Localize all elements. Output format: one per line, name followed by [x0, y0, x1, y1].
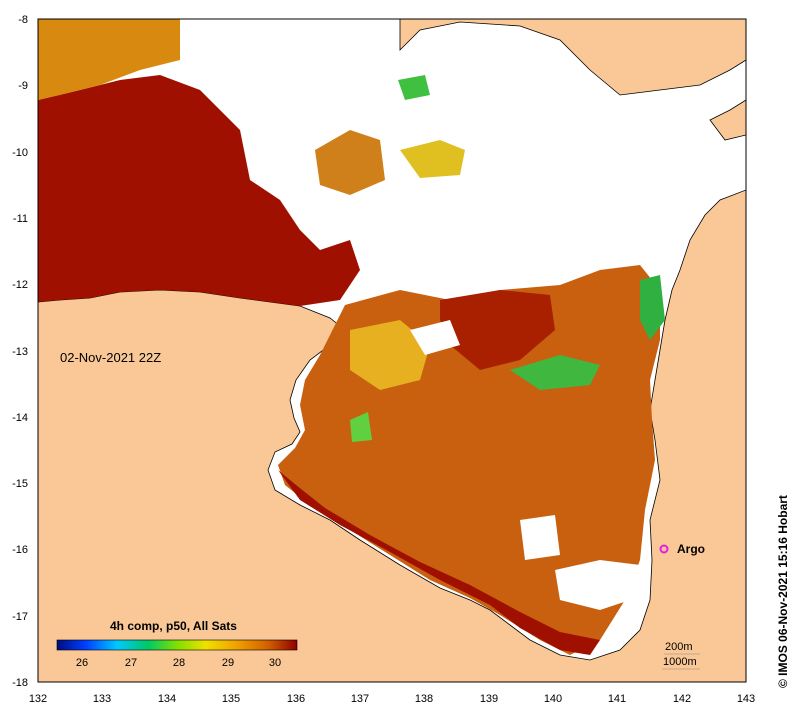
land-new-guinea: [399, 19, 746, 96]
lon-tick: 137: [351, 693, 369, 705]
argo-marker[interactable]: Argo: [659, 542, 706, 556]
sst-gulf-red: [440, 290, 555, 370]
sst-gulf-green: [510, 355, 600, 390]
sst-north-orange: [38, 19, 180, 100]
lon-tick: 139: [480, 693, 498, 705]
sst-gulf-red-coast: [278, 470, 600, 655]
plot-frame: [37, 18, 747, 683]
lat-tick: -16: [12, 544, 28, 556]
contour-legend: 200m 1000m: [662, 641, 700, 670]
colorbar: 4h comp, p50, All Sats 26 27 28 29 30: [56, 619, 298, 669]
lon-tick: 141: [608, 693, 626, 705]
sst-cloud-gap-2: [520, 515, 560, 560]
credit-label: © IMOS 06-Nov-2021 15:16 Hobart: [776, 495, 790, 688]
lat-tick: -18: [12, 677, 28, 689]
lat-tick: -13: [12, 346, 28, 358]
land-islands: [709, 99, 746, 141]
colorbar-tick: 26: [76, 657, 88, 669]
lon-tick: 140: [544, 693, 562, 705]
lon-tick: 143: [737, 693, 755, 705]
timestamp-label: 02-Nov-2021 22Z: [60, 350, 161, 365]
argo-float-icon: [659, 544, 669, 554]
lat-tick: -10: [12, 147, 28, 159]
colorbar-tick: 27: [125, 657, 137, 669]
lon-tick: 138: [415, 693, 433, 705]
lon-tick: 135: [222, 693, 240, 705]
lon-tick: 136: [287, 693, 305, 705]
lat-axis: -8 -9 -10 -11 -12 -13 -14 -15 -16 -17 -1…: [12, 14, 28, 689]
colorbar-tick: 30: [269, 657, 281, 669]
contour-1000m: 1000m: [663, 656, 697, 668]
contour-200m: 200m: [665, 641, 693, 653]
lat-tick: -8: [18, 14, 28, 26]
sst-patch-yellow: [400, 140, 465, 178]
lat-tick: -11: [13, 213, 28, 225]
land-australia: [38, 189, 746, 682]
colorbar-gradient: [56, 639, 298, 651]
sst-east-green: [640, 275, 665, 340]
argo-label: Argo: [677, 542, 705, 556]
plot-area: [38, 19, 746, 682]
lat-tick: -9: [18, 80, 28, 92]
lon-tick: 142: [673, 693, 691, 705]
lon-tick: 133: [93, 693, 111, 705]
sst-west-green: [350, 412, 372, 442]
sst-cloud-gap-3: [410, 320, 460, 355]
colorbar-tick: 29: [222, 657, 234, 669]
lat-tick: -12: [12, 279, 28, 291]
colorbar-tick: 28: [173, 657, 185, 669]
sst-gulf-yellow: [350, 320, 430, 390]
lon-axis: 132 133 134 135 136 137 138 139 140 141 …: [29, 693, 755, 705]
sst-northwest: [38, 75, 360, 306]
colorbar-title: 4h comp, p50, All Sats: [110, 619, 237, 633]
sst-patch-orange: [315, 130, 385, 195]
sst-cloud-gap-1: [555, 560, 640, 610]
lon-tick: 132: [29, 693, 47, 705]
lon-tick: 134: [158, 693, 176, 705]
lat-tick: -15: [12, 478, 28, 490]
lat-tick: -17: [12, 611, 28, 623]
sst-patch-green: [398, 75, 430, 100]
lat-tick: -14: [12, 412, 28, 424]
